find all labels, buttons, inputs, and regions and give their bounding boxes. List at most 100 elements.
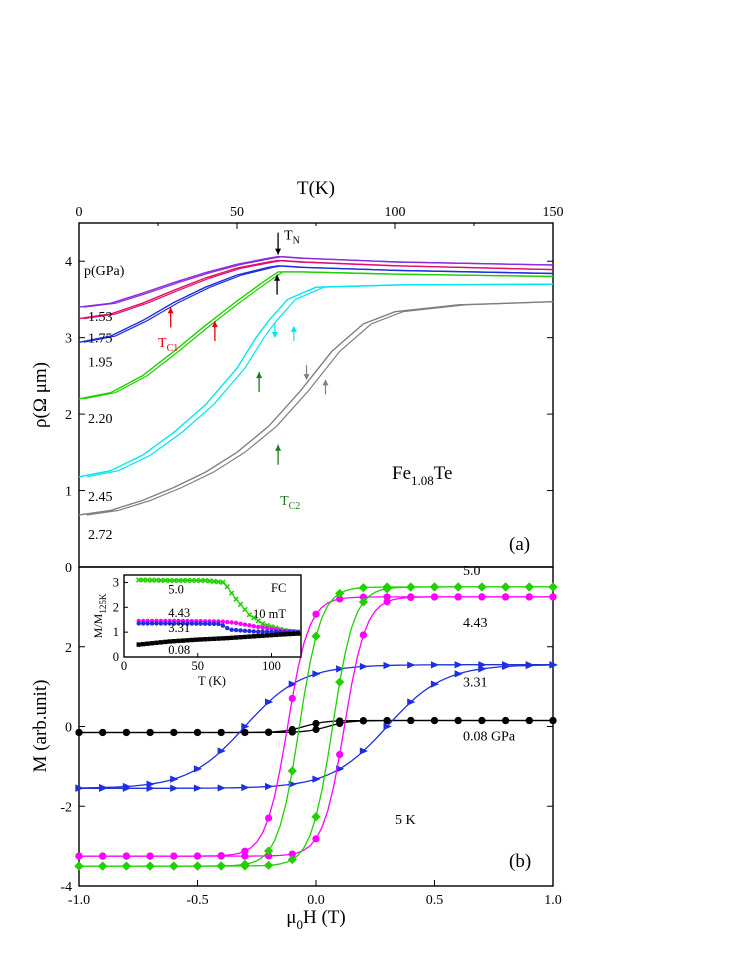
inset-y-tick-label: 0	[113, 650, 119, 664]
inset-point-5-0	[175, 577, 182, 584]
inset-x-tick-label: 0	[121, 659, 127, 673]
magnetization-point-4-43	[193, 852, 202, 860]
x-tick-label: -0.5	[186, 893, 208, 908]
magnetization-point-5-0	[287, 854, 297, 865]
resistivity-curve-return-2-72	[86, 301, 554, 516]
magnetization-point-5-0	[382, 584, 392, 594]
inset-point-4-43	[247, 623, 252, 628]
inset-point-5-0	[193, 577, 200, 584]
inset-point-3-31	[140, 621, 146, 626]
magnetization-point-4-43	[75, 852, 83, 860]
panel-b-label: (b)	[509, 851, 531, 872]
magnetization-point-3-31	[146, 784, 155, 792]
magnetization-point-4-43	[312, 835, 320, 843]
magnetization-point-3-31	[454, 670, 463, 678]
magnetization-point-0-08-gpa	[170, 728, 178, 737]
resistivity-curve-return-1-75	[83, 259, 554, 320]
x-tick-label: 0	[76, 205, 83, 220]
magnetization-point-0-08-gpa	[99, 728, 107, 737]
magnetization-point-3-31	[525, 661, 534, 670]
magnetization-point-5-0	[264, 860, 274, 870]
inset-point-3-31	[220, 623, 226, 628]
inset-point-0-08	[251, 634, 256, 639]
panel-a-top-xlabel: T(K)	[297, 178, 335, 199]
inset-point-0-08	[238, 635, 243, 640]
inset-point-0-08	[287, 631, 292, 637]
magnetization-point-4-43	[217, 852, 225, 860]
panel-b-ticks: -1.0 -0.5 0.0 0.5 1.0 -4 -2 0 2	[60, 641, 561, 908]
series-label-2-72: 2.72	[88, 528, 113, 543]
magnetization-point-0-08-gpa	[217, 728, 225, 737]
inset-point-5-0	[140, 577, 146, 583]
inset-point-0-08	[291, 631, 296, 637]
inset-point-3-31	[269, 629, 274, 635]
inset-point-3-31	[154, 621, 159, 626]
inset-xlabel: T (K)	[198, 674, 226, 688]
magnetization-point-5-0	[74, 861, 84, 871]
inset-point-4-43	[233, 620, 239, 626]
inset-point-5-0	[171, 577, 177, 584]
y-tick-label: -4	[60, 880, 72, 895]
panel-a-ticks: 0 50 100 150 0 1 2 3 4	[65, 205, 564, 576]
magnetization-point-0-08-gpa	[502, 716, 510, 725]
inset-point-5-0	[255, 617, 261, 624]
x-tick-label: 1.0	[544, 893, 562, 908]
inset-point-4-43	[260, 625, 265, 630]
y-tick-label: 2	[65, 408, 72, 423]
magnetization-point-3-31	[430, 661, 440, 669]
magnetization-point-3-31	[454, 661, 463, 669]
magnetization-point-3-31	[122, 784, 131, 792]
magnetization-point-4-43	[336, 595, 344, 603]
inset: FC 10 mT T (K) M/M125K 0 50 100 0 1 2 3 5.0 4.4…	[91, 574, 302, 688]
inset-point-5-0	[162, 577, 169, 584]
tc1-label: TC1	[158, 336, 178, 354]
magnetization-point-4-43	[525, 593, 533, 601]
series-label-2-45: 2.45	[88, 490, 113, 505]
panel-b-series	[74, 582, 558, 871]
inset-point-0-08	[211, 636, 217, 641]
inset-point-5-0	[158, 577, 164, 584]
magnetization-point-5-0	[98, 861, 108, 871]
magnetization-point-4-43	[407, 593, 415, 602]
inset-point-0-08	[216, 636, 221, 641]
y-tick-label: 3	[65, 332, 72, 347]
sample-label: Fe1.08Te	[392, 463, 452, 488]
inset-point-0-08	[269, 632, 274, 638]
magnetization-point-4-43	[359, 631, 367, 639]
inset-point-0-08	[202, 637, 208, 642]
magnetization-point-3-31	[170, 775, 179, 783]
magnetization-point-0-08-gpa	[478, 716, 486, 725]
panel-a-ylabel: ρ(Ω μm)	[30, 362, 51, 428]
gray-warm-arrow-head	[322, 379, 329, 386]
inset-point-3-31	[264, 629, 270, 634]
magnetization-point-3-31	[288, 680, 297, 688]
inset-point-3-31	[167, 621, 172, 626]
inset-series-label-5-0: 5.0	[168, 583, 184, 597]
magnetization-point-0-08-gpa	[312, 725, 320, 734]
inset-series-label-3-31: 3.31	[168, 621, 190, 635]
tn-label-base: T	[284, 229, 293, 244]
magnetization-point-4-43	[336, 750, 344, 759]
inset-point-3-31	[225, 625, 230, 631]
inset-point-3-31	[185, 621, 190, 626]
panel-a-label: (a)	[509, 534, 530, 555]
inset-point-3-31	[242, 628, 248, 633]
magnetization-point-3-31	[217, 747, 226, 755]
inset-point-5-0	[189, 577, 195, 584]
magnetization-point-3-31	[193, 784, 203, 792]
resistivity-curve-return-2-45	[86, 283, 554, 478]
pressure-header: p(GPa)	[84, 264, 125, 279]
inset-point-3-31	[260, 629, 265, 634]
inset-point-3-31	[211, 621, 217, 627]
magnetization-point-3-31	[99, 784, 108, 792]
inset-point-0-08	[185, 638, 190, 643]
inset-point-5-0	[135, 577, 142, 583]
magnetization-point-5-0	[429, 582, 440, 592]
inset-ylabel-base: M/M	[91, 613, 105, 638]
panel-a: T(K) ρ(Ω μm) (a) p(GPa) Fe1.08Te 0 50 100 1…	[30, 178, 564, 576]
panel-b-ylabel: M (arb.unit)	[30, 680, 51, 773]
magnetization-point-5-0	[216, 861, 226, 871]
magnetization-point-5-0	[524, 582, 534, 592]
inset-point-4-43	[225, 619, 230, 625]
inset-series-label-0-08: 0.08	[168, 643, 190, 657]
